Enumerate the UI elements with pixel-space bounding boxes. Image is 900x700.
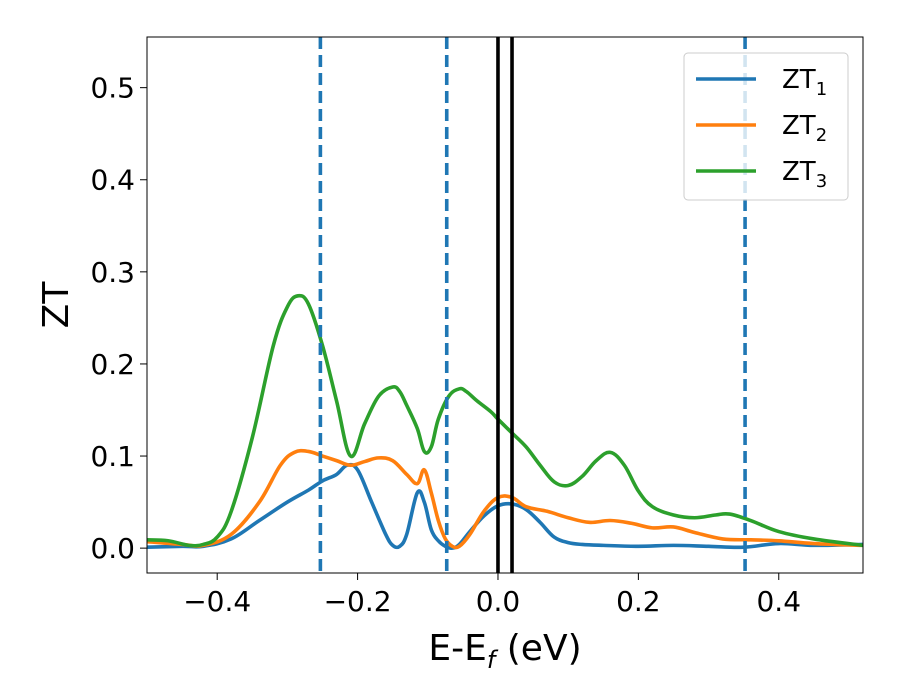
y-axis-label: ZT <box>36 281 77 329</box>
y-tick-label: 0.5 <box>90 72 135 105</box>
reference-lines <box>318 37 747 573</box>
plot-frame <box>146 36 864 574</box>
y-tick-label: 0.0 <box>90 532 135 565</box>
y-tick-label: 0.1 <box>90 440 135 473</box>
plot-area <box>147 293 863 551</box>
x-axis-label-unit: (eV) <box>495 628 581 669</box>
x-tick-label: 0.0 <box>476 585 521 618</box>
x-tick-label: 0.2 <box>616 585 661 618</box>
x-axis-label: E-Ef (eV) <box>428 628 581 674</box>
x-tick-label: −0.4 <box>183 585 251 618</box>
x-axis-ticks: −0.4 −0.2 0.0 0.2 0.4 <box>183 573 801 618</box>
series-line-zt3 <box>147 293 863 548</box>
series-line-zt2 <box>147 448 863 550</box>
series-line-zt1 <box>147 462 863 551</box>
legend-label-zt1: ZT1 <box>782 65 827 100</box>
y-tick-label: 0.4 <box>90 164 135 197</box>
legend-label-zt3: ZT3 <box>782 157 827 192</box>
x-axis-label-main: E-E <box>428 628 486 669</box>
y-tick-label: 0.3 <box>90 256 135 289</box>
legend: ZT1 ZT2 ZT3 <box>683 52 849 201</box>
y-tick-label: 0.2 <box>90 348 135 381</box>
legend-box <box>683 52 849 201</box>
y-axis-ticks: 0.0 0.1 0.2 0.3 0.4 0.5 <box>90 72 147 565</box>
x-tick-label: −0.2 <box>324 585 392 618</box>
legend-label-zt2: ZT2 <box>782 111 827 146</box>
x-tick-label: 0.4 <box>756 585 801 618</box>
